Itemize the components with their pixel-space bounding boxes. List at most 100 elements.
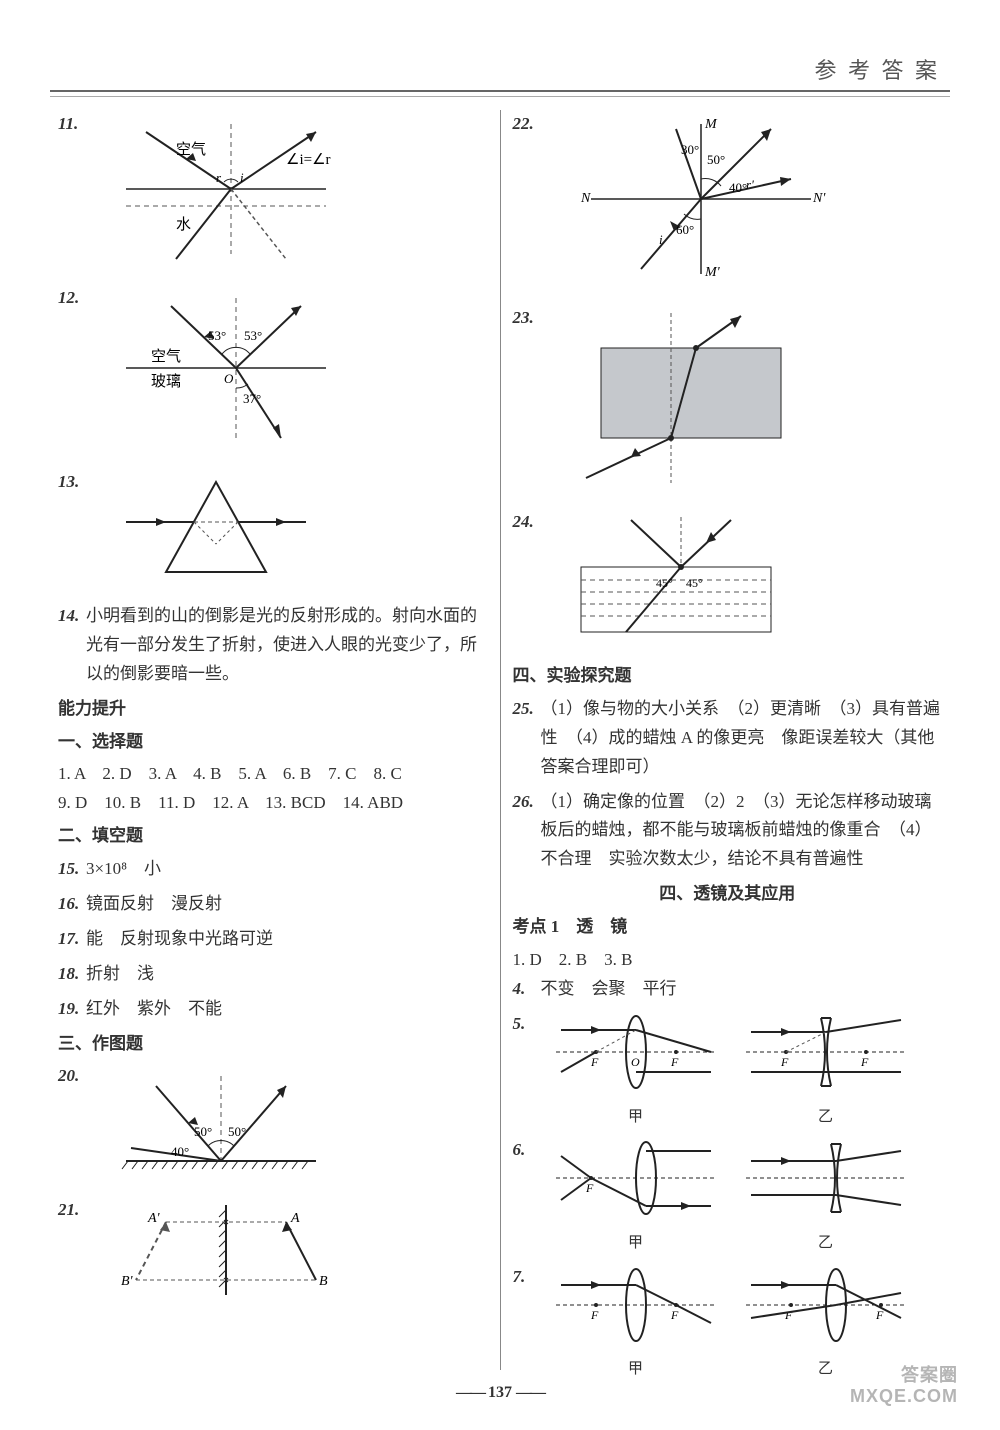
svg-text:50°: 50° [707,152,725,167]
svg-text:37°: 37° [243,391,261,406]
q12-figure: 53° 53° 37° O 空气 玻璃 [116,288,336,448]
item-12: 12. 53° 53° 37° O 空气 [58,284,488,462]
q13-figure [116,472,316,582]
svg-text:M: M [704,117,718,132]
q23-figure [571,308,801,488]
svg-text:30°: 30° [681,142,699,157]
svg-text:F: F [780,1055,789,1069]
q21-num: 21. [58,1196,82,1225]
section-choice: 一、选择题 [58,728,488,757]
q18: 折射 浅 [86,960,488,989]
q22-num: 22. [513,110,537,139]
choice-line2: 9. D 10. B 11. D 12. A 13. BCD 14. ABD [58,789,488,818]
q19: 红外 紫外 不能 [86,995,488,1024]
svg-text:60°: 60° [676,222,694,237]
q5-yi: 乙 [741,1105,911,1131]
q5-jia: 甲 [551,1105,721,1131]
svg-text:53°: 53° [208,328,226,343]
q11-num: 11. [58,110,82,139]
kd1-line1: 1. D 2. B 3. B [513,946,943,975]
svg-text:A: A [290,1211,300,1226]
svg-text:B': B' [121,1274,134,1289]
watermark: 答案圈 MXQE.COM [850,1365,958,1408]
svg-text:M': M' [704,265,721,280]
q24-figure: 45° 45° [571,512,781,642]
q16: 镜面反射 漫反射 [86,890,488,919]
q6-figures: F 甲 [551,1136,911,1256]
item-13: 13. [58,468,488,596]
item-20: 20. [58,1062,488,1190]
svg-text:玻璃: 玻璃 [151,373,181,390]
q12-num: 12. [58,284,82,313]
q13-num: 13. [58,468,82,497]
q23-num: 23. [513,304,537,333]
watermark-line1: 答案圈 [850,1365,958,1387]
item-11: 11. r i 空气 水 [58,110,488,278]
q22-figure: 30° 50° 40° 60° r' i M M' N N' [571,114,831,284]
right-column: 22. 30° 50° 40° 60° [505,110,951,1370]
item-24: 24. 45° 45° [513,508,943,656]
svg-text:50°: 50° [228,1124,246,1139]
svg-text:N': N' [812,191,826,206]
svg-text:53°: 53° [244,328,262,343]
kd1: 考点 1 透 镜 [513,913,943,942]
svg-text:F: F [590,1055,599,1069]
svg-text:F: F [585,1181,594,1195]
unit4-title: 四、透镜及其应用 [513,880,943,909]
q17: 能 反射现象中光路可逆 [86,925,488,954]
svg-text:i: i [240,170,244,185]
svg-text:45°: 45° [686,576,703,590]
item-23: 23. [513,304,943,502]
svg-text:F: F [670,1308,679,1322]
q20-num: 20. [58,1062,82,1091]
q20-figure: 50° 50° 40° [116,1066,326,1176]
column-divider [500,110,501,1370]
left-column: 11. r i 空气 水 [50,110,496,1370]
section-fill: 二、填空题 [58,822,488,851]
q15: 3×10⁸ 小 [86,855,488,884]
svg-text:F: F [784,1308,793,1322]
svg-text:45°: 45° [656,576,673,590]
watermark-line2: MXQE.COM [850,1386,958,1408]
svg-text:∠i=∠r: ∠i=∠r [286,152,331,168]
svg-text:40°: 40° [729,180,747,195]
header-rule [50,90,950,97]
q5-num: 5. [513,1010,537,1039]
svg-text:F: F [590,1308,599,1322]
q14-num: 14. [58,602,82,631]
choice-line1: 1. A 2. D 3. A 4. B 5. A 6. B 7. C 8. C [58,760,488,789]
item-21: 21. A B [58,1196,488,1314]
svg-text:O: O [224,371,234,386]
item-6: 6. F 甲 [513,1136,943,1256]
section-exp: 四、实验探究题 [513,662,943,691]
svg-text:N: N [580,191,591,206]
q6-jia: 甲 [551,1231,721,1257]
svg-text:A': A' [147,1211,161,1226]
q14-text: 小明看到的山的倒影是光的反射形成的。射向水面的光有一部分发生了折射，使进入人眼的… [86,602,488,689]
q7-num: 7. [513,1263,537,1292]
svg-text:水: 水 [176,216,191,233]
q24-num: 24. [513,508,537,537]
item-5: 5. F F O [513,1010,943,1130]
page-header: 参 考 答 案 [814,52,940,89]
q6-num: 6. [513,1136,537,1165]
q21-figure: A B A' B' [116,1200,336,1300]
svg-text:F: F [860,1055,869,1069]
svg-text:40°: 40° [171,1144,189,1159]
q6-yi: 乙 [741,1231,911,1257]
item-14: 14. 小明看到的山的倒影是光的反射形成的。射向水面的光有一部分发生了折射，使进… [58,602,488,689]
page-number: 137 [488,1384,512,1401]
q4: 不变 会聚 平行 [541,975,943,1004]
section-draw: 三、作图题 [58,1030,488,1059]
svg-text:F: F [875,1308,884,1322]
svg-text:i: i [659,232,663,247]
section-ability: 能力提升 [58,695,488,724]
svg-text:50°: 50° [194,1124,212,1139]
q11-figure: r i 空气 水 ∠i=∠r [116,114,346,264]
svg-text:空气: 空气 [151,348,181,365]
svg-text:空气: 空气 [176,141,206,158]
svg-text:O: O [631,1055,640,1069]
q5-figures: F F O 甲 [551,1010,911,1130]
q26: （1）确定像的位置 （2）2 （3）无论怎样移动玻璃板后的蜡烛，都不能与玻璃板前… [541,788,943,875]
svg-text:B: B [319,1274,328,1289]
